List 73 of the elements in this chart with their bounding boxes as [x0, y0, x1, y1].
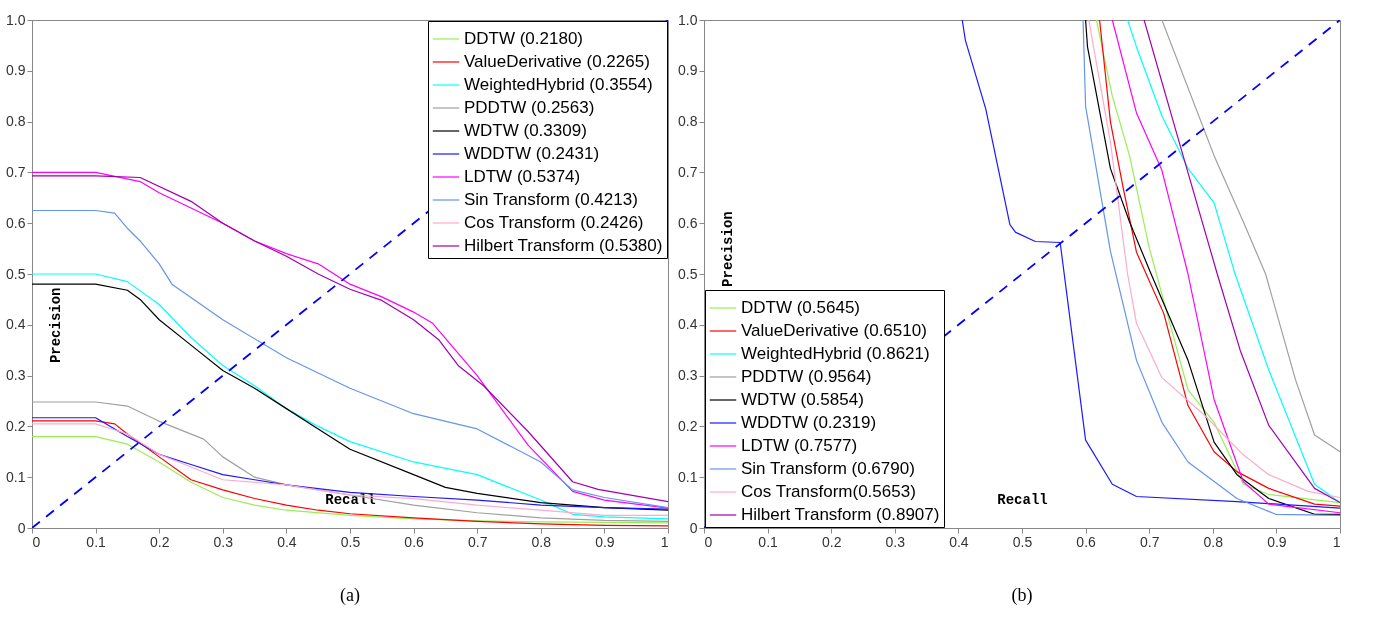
y-tick-label: 1.0: [6, 11, 26, 28]
x-tick-label: 0.3: [885, 533, 906, 550]
x-tick-label: 0.2: [149, 533, 170, 550]
x-tick-label: 0.8: [1203, 533, 1224, 550]
legend-label: WDTW (0.3309): [464, 121, 587, 140]
x-axis-title: Recall: [997, 491, 1048, 508]
x-tick-label: 1: [1332, 533, 1341, 550]
legend-label: WeightedHybrid (0.3554): [464, 75, 653, 94]
y-tick-label: 0.1: [6, 468, 26, 485]
legend-label: Cos Transform (0.2426): [464, 213, 644, 232]
line-series: [1161, 20, 1340, 453]
x-tick-label: 0.4: [949, 533, 969, 550]
y-tick-label: 0.4: [6, 316, 26, 333]
y-tick-label: 0: [17, 519, 26, 536]
legend-label: PDDTW (0.2563): [464, 98, 595, 117]
y-tick-label: 0.3: [678, 367, 698, 384]
legend-label: PDDTW (0.9564): [741, 367, 872, 386]
legend-label: WDDTW (0.2431): [464, 144, 600, 163]
x-axis-title: Recall: [325, 491, 376, 508]
x-tick-label: 0.9: [595, 533, 615, 550]
text: (b): [1011, 585, 1033, 606]
y-tick-label: 0.4: [678, 316, 698, 333]
y-axis-title: Precision: [719, 211, 736, 287]
x-tick-label: 0.1: [86, 533, 107, 550]
y-tick-label: 0.7: [678, 163, 698, 180]
legend-label: Hilbert Transform (0.5380): [464, 236, 663, 255]
x-tick-label: 0.3: [213, 533, 234, 550]
x-tick-label: 0.4: [277, 533, 297, 550]
legend-label: Cos Transform(0.5653): [741, 482, 916, 501]
y-tick-label: 0.7: [6, 163, 26, 180]
legend-label: WDDTW (0.2319): [741, 413, 877, 432]
legend-label: ValueDerivative (0.2265): [464, 52, 650, 71]
x-tick-label: 0.5: [1012, 533, 1033, 550]
text: (a): [340, 585, 360, 606]
y-tick-label: 0.9: [678, 62, 698, 79]
legend-label: LDTW (0.7577): [741, 436, 858, 455]
legend-label: DDTW (0.2180): [464, 29, 584, 48]
x-tick-label: 0: [704, 533, 713, 550]
y-axis-title: Precision: [47, 287, 64, 364]
y-tick-label: 1.0: [678, 11, 698, 28]
x-tick-label: 0.1: [758, 533, 779, 550]
y-tick-label: 0.2: [678, 417, 698, 434]
legend-label: WeightedHybrid (0.8621): [741, 344, 930, 363]
y-tick-label: 0.8: [678, 113, 698, 130]
legend-label: ValueDerivative (0.6510): [741, 321, 927, 340]
y-tick-label: 0.1: [678, 468, 698, 485]
x-tick-label: 0.5: [340, 533, 361, 550]
line-series: [961, 20, 1340, 509]
y-tick-label: 0.3: [6, 367, 26, 384]
legend-label: Hilbert Transform (0.8907): [741, 505, 940, 524]
x-tick-label: 0.6: [404, 533, 425, 550]
x-tick-label: 0.9: [1267, 533, 1287, 550]
legend-label: DDTW (0.5645): [741, 298, 861, 317]
y-tick-label: 0.5: [678, 265, 698, 282]
x-tick-label: 1: [660, 533, 669, 550]
x-tick-label: 0.8: [531, 533, 552, 550]
legend-label: LDTW (0.5374): [464, 167, 581, 186]
x-tick-label: 0.6: [1076, 533, 1097, 550]
y-tick-label: 0.5: [6, 265, 26, 282]
y-tick-label: 0.2: [6, 417, 26, 434]
y-tick-label: 0.9: [6, 62, 26, 79]
y-tick-label: 0: [689, 519, 698, 536]
y-tick-label: 0.6: [678, 214, 698, 231]
x-tick-label: 0.7: [467, 533, 488, 550]
x-tick-label: 0.2: [821, 533, 842, 550]
legend-label: Sin Transform (0.6790): [741, 459, 915, 478]
y-tick-label: 0.6: [6, 214, 26, 231]
line-series: [32, 435, 668, 524]
x-tick-label: 0: [32, 533, 41, 550]
legend-label: Sin Transform (0.4213): [464, 190, 638, 209]
y-tick-label: 0.8: [6, 113, 26, 130]
legend-label: WDTW (0.5854): [741, 390, 864, 409]
x-tick-label: 0.7: [1139, 533, 1160, 550]
